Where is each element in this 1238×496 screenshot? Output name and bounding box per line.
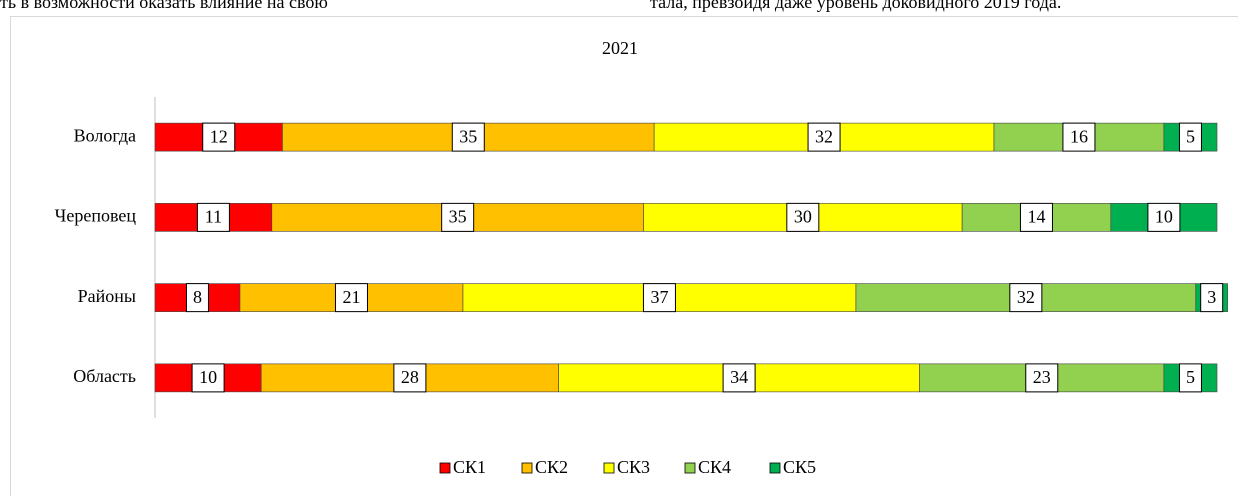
data-label: 5 [1186, 126, 1195, 146]
legend-swatch [521, 462, 533, 474]
data-label-box [722, 363, 756, 393]
data-label: 30 [794, 207, 812, 227]
data-label-box [1178, 363, 1202, 393]
data-label-box [393, 363, 427, 393]
data-label: 23 [1033, 367, 1051, 387]
chart-title: 2021 [602, 38, 638, 58]
data-label: 21 [342, 287, 360, 307]
data-label-box [1200, 283, 1224, 313]
data-label-box [1019, 202, 1053, 232]
data-label: 32 [1017, 287, 1035, 307]
data-label-box [642, 283, 676, 313]
data-label: 3 [1207, 287, 1216, 307]
data-label-box [1178, 122, 1202, 152]
data-label-box [441, 202, 475, 232]
legend-label: СК2 [535, 457, 568, 477]
data-label: 35 [449, 207, 467, 227]
y-tick-label: Вологда [74, 125, 136, 145]
legend-label: СК5 [783, 457, 816, 477]
data-label: 10 [1155, 207, 1173, 227]
data-label: 35 [459, 126, 477, 146]
legend-swatch [439, 462, 451, 474]
data-label-box [1009, 283, 1043, 313]
legend-swatch [603, 462, 615, 474]
header-text: ть в возможности оказать влияние на свою [0, 0, 328, 12]
data-label: 12 [210, 126, 228, 146]
y-tick-label: Череповец [55, 206, 137, 226]
legend-label: СК4 [698, 457, 731, 477]
data-label-box [807, 122, 841, 152]
data-label-box [1062, 122, 1096, 152]
legend-swatch [769, 462, 781, 474]
y-tick-label: Область [73, 366, 136, 386]
data-label: 32 [815, 126, 833, 146]
data-label-box [451, 122, 485, 152]
data-label: 10 [199, 367, 217, 387]
data-label: 16 [1070, 126, 1088, 146]
data-label: 37 [650, 287, 668, 307]
data-label-box [191, 363, 225, 393]
data-label-box [334, 283, 368, 313]
data-label: 11 [205, 207, 222, 227]
legend-label: СК1 [453, 457, 486, 477]
chart-frame [10, 16, 1238, 496]
data-label-box [196, 202, 230, 232]
data-label: 28 [401, 367, 419, 387]
data-label-box [786, 202, 820, 232]
data-label: 8 [193, 287, 202, 307]
data-label: 34 [730, 367, 748, 387]
data-label: 5 [1186, 367, 1195, 387]
data-label-box [1025, 363, 1059, 393]
data-label-box [1147, 202, 1181, 232]
data-label: 14 [1027, 207, 1045, 227]
legend-swatch [684, 462, 696, 474]
data-label-box [202, 122, 236, 152]
legend-label: СК3 [617, 457, 650, 477]
y-tick-label: Районы [78, 286, 136, 306]
header-text: тала, превзойдя даже уровень доковидного… [650, 0, 1061, 12]
data-label-box [185, 283, 209, 313]
